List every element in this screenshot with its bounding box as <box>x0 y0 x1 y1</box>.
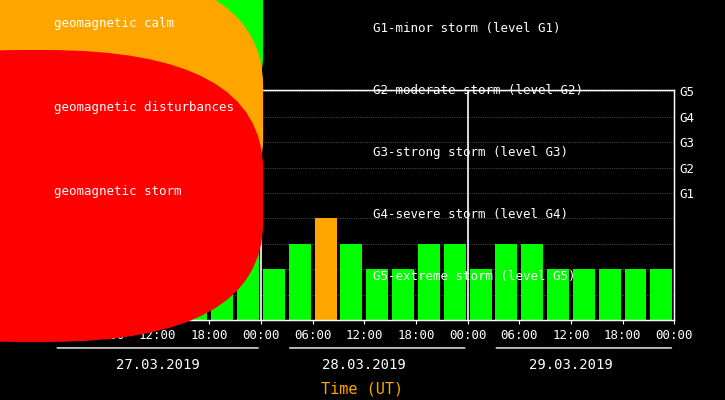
Bar <box>108 269 130 320</box>
Bar <box>289 244 311 320</box>
Bar <box>341 244 362 320</box>
Bar <box>57 269 78 320</box>
Bar <box>315 218 336 320</box>
Text: Time (UT): Time (UT) <box>321 381 404 396</box>
Bar <box>573 269 594 320</box>
Text: G2-moderate storm (level G2): G2-moderate storm (level G2) <box>373 84 584 97</box>
Bar <box>650 269 672 320</box>
Text: geomagnetic storm: geomagnetic storm <box>54 186 182 198</box>
Bar <box>134 269 156 320</box>
Y-axis label: Kp: Kp <box>22 196 36 214</box>
Bar <box>211 244 233 320</box>
Text: G3-strong storm (level G3): G3-strong storm (level G3) <box>373 146 568 159</box>
Bar <box>186 269 207 320</box>
Bar <box>599 269 621 320</box>
Text: G1-minor storm (level G1): G1-minor storm (level G1) <box>373 22 561 35</box>
Bar <box>160 269 181 320</box>
Text: geomagnetic disturbances: geomagnetic disturbances <box>54 102 234 114</box>
Text: geomagnetic calm: geomagnetic calm <box>54 18 175 30</box>
Bar <box>366 269 388 320</box>
Bar <box>470 269 492 320</box>
Bar <box>444 244 465 320</box>
Bar <box>495 244 518 320</box>
Bar <box>547 269 569 320</box>
Bar <box>521 244 543 320</box>
Text: 28.03.2019: 28.03.2019 <box>323 358 406 372</box>
Text: 27.03.2019: 27.03.2019 <box>116 358 199 372</box>
Bar <box>263 269 285 320</box>
Text: 29.03.2019: 29.03.2019 <box>529 358 613 372</box>
Bar <box>237 244 259 320</box>
Bar <box>82 269 104 320</box>
Bar <box>392 269 414 320</box>
Text: G4-severe storm (level G4): G4-severe storm (level G4) <box>373 208 568 221</box>
Bar <box>624 269 647 320</box>
Bar <box>418 244 440 320</box>
Text: G5-extreme storm (level G5): G5-extreme storm (level G5) <box>373 270 576 283</box>
